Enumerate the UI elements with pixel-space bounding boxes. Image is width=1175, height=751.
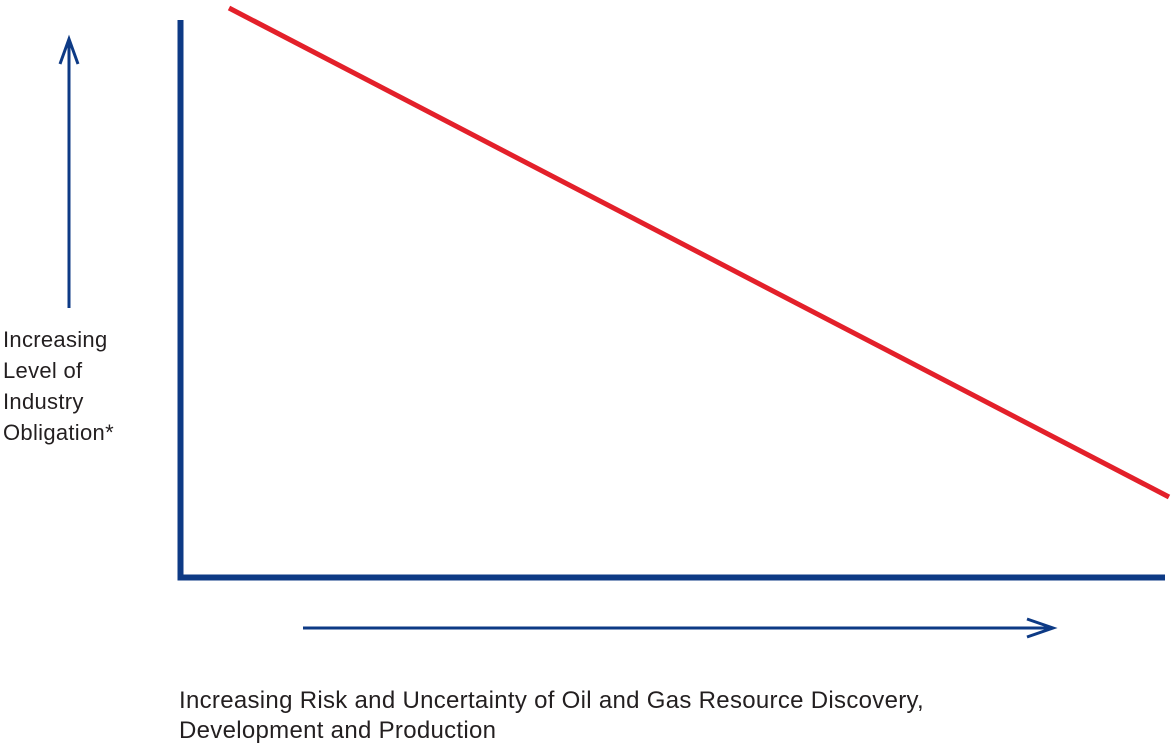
x-arrow-head — [1026, 617, 1058, 639]
x-axis-label: Increasing Risk and Uncertainty of Oil a… — [179, 686, 1159, 746]
y-axis-label-line-3: Industry — [3, 389, 84, 414]
y-axis-label: Increasing Level of Industry Obligation* — [3, 324, 168, 448]
y-axis-label-line-1: Increasing — [3, 327, 108, 352]
y-axis-label-line-2: Level of — [3, 358, 83, 383]
y-direction-arrow — [58, 34, 80, 308]
x-direction-arrow — [303, 617, 1058, 639]
x-axis-label-line-2: Development and Production — [179, 717, 497, 744]
y-axis-label-line-4: Obligation* — [3, 420, 114, 445]
trend-line — [227, 5, 1171, 500]
x-axis-label-line-1: Increasing Risk and Uncertainty of Oil a… — [179, 687, 924, 714]
y-arrow-head — [58, 34, 80, 65]
